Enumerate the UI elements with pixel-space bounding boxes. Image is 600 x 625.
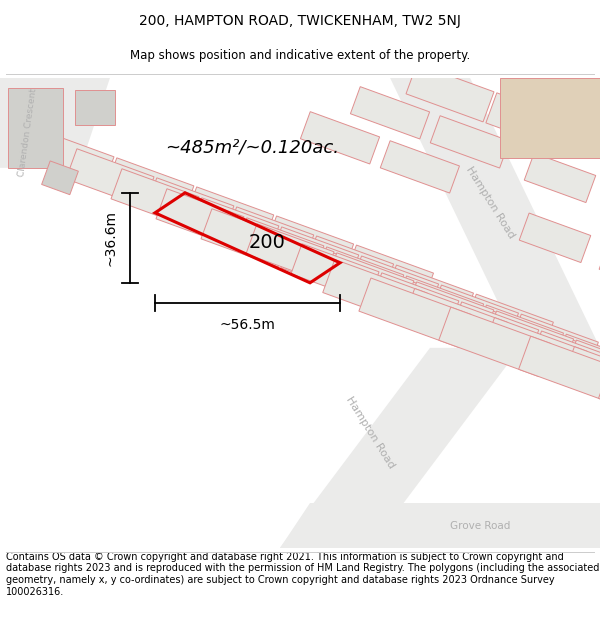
Polygon shape <box>395 276 484 334</box>
Text: 200, HAMPTON ROAD, TWICKENHAM, TW2 5NJ: 200, HAMPTON ROAD, TWICKENHAM, TW2 5NJ <box>139 14 461 28</box>
Polygon shape <box>75 90 115 125</box>
Polygon shape <box>590 343 600 401</box>
Polygon shape <box>280 503 600 548</box>
Polygon shape <box>361 267 449 325</box>
Polygon shape <box>380 141 460 193</box>
Polygon shape <box>390 78 600 348</box>
Polygon shape <box>301 112 380 164</box>
Text: Hampton Road: Hampton Road <box>464 165 516 241</box>
Polygon shape <box>406 282 494 340</box>
Polygon shape <box>511 314 598 372</box>
Polygon shape <box>439 307 551 377</box>
Polygon shape <box>482 318 587 384</box>
Polygon shape <box>226 207 314 265</box>
Polygon shape <box>565 340 600 398</box>
Polygon shape <box>316 247 404 305</box>
Polygon shape <box>500 78 600 158</box>
Text: ~485m²/~0.120ac.: ~485m²/~0.120ac. <box>165 139 339 157</box>
Polygon shape <box>236 218 324 276</box>
Polygon shape <box>326 253 414 311</box>
Polygon shape <box>346 245 433 303</box>
Polygon shape <box>599 242 600 292</box>
Polygon shape <box>599 365 600 435</box>
Polygon shape <box>485 311 574 369</box>
Polygon shape <box>246 224 334 282</box>
Polygon shape <box>524 153 596 202</box>
Polygon shape <box>486 93 574 151</box>
Polygon shape <box>156 189 244 247</box>
Polygon shape <box>359 278 471 348</box>
Polygon shape <box>0 78 110 168</box>
Polygon shape <box>584 122 600 172</box>
Text: Contains OS data © Crown copyright and database right 2021. This information is : Contains OS data © Crown copyright and d… <box>6 552 599 597</box>
Polygon shape <box>350 87 430 139</box>
Text: Clarendon Crescent: Clarendon Crescent <box>17 88 38 177</box>
Text: Map shows position and indicative extent of the property.: Map shows position and indicative extent… <box>130 49 470 62</box>
Polygon shape <box>305 236 394 294</box>
Polygon shape <box>518 336 600 406</box>
Polygon shape <box>371 273 459 331</box>
Polygon shape <box>280 348 520 548</box>
Polygon shape <box>430 285 518 343</box>
Polygon shape <box>323 259 427 326</box>
Polygon shape <box>291 244 379 302</box>
Polygon shape <box>41 161 79 195</box>
Polygon shape <box>562 347 600 413</box>
Text: ~36.6m: ~36.6m <box>104 210 118 266</box>
Polygon shape <box>530 331 600 389</box>
Polygon shape <box>466 294 553 352</box>
Text: Hampton Road: Hampton Road <box>344 395 396 471</box>
Polygon shape <box>440 296 529 354</box>
Polygon shape <box>430 116 509 168</box>
Polygon shape <box>520 325 600 383</box>
Polygon shape <box>271 227 359 285</box>
Polygon shape <box>111 169 199 227</box>
Polygon shape <box>475 305 563 363</box>
Polygon shape <box>385 265 473 323</box>
Polygon shape <box>406 64 494 122</box>
Polygon shape <box>504 93 576 142</box>
Polygon shape <box>146 178 234 236</box>
Polygon shape <box>281 238 369 296</box>
Text: 200: 200 <box>249 233 286 253</box>
Polygon shape <box>403 289 507 355</box>
Polygon shape <box>7 88 62 168</box>
Polygon shape <box>556 334 600 392</box>
Polygon shape <box>191 198 279 256</box>
Polygon shape <box>66 149 154 207</box>
Polygon shape <box>106 158 194 216</box>
Polygon shape <box>451 302 539 360</box>
Polygon shape <box>201 209 289 267</box>
Polygon shape <box>519 213 591 262</box>
Text: Grove Road: Grove Road <box>450 521 510 531</box>
Text: ~56.5m: ~56.5m <box>220 318 275 332</box>
Polygon shape <box>26 129 114 187</box>
Polygon shape <box>186 187 274 245</box>
Polygon shape <box>350 256 439 314</box>
Polygon shape <box>266 216 353 274</box>
